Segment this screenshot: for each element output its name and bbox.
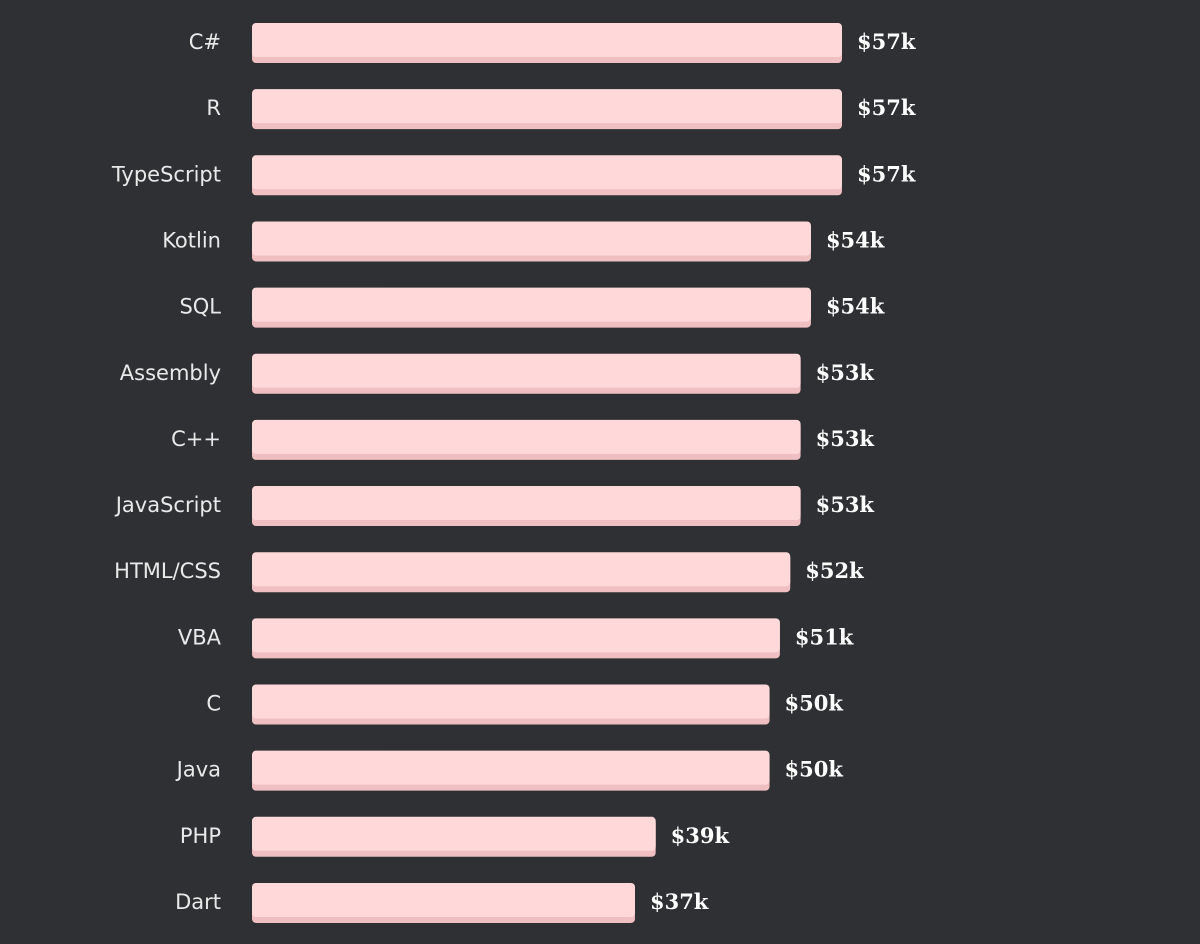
bar-row: SQL $54k xyxy=(179,287,885,328)
bar-row: C++ $53k xyxy=(171,419,875,460)
value-label: $37k xyxy=(650,889,709,914)
value-label: $54k xyxy=(826,227,885,252)
bar xyxy=(252,89,842,124)
bar-row: Assembly $53k xyxy=(120,353,875,394)
category-label: JavaScript xyxy=(114,493,221,517)
value-label: $53k xyxy=(816,492,875,517)
value-label: $39k xyxy=(671,823,730,848)
bar xyxy=(252,419,801,454)
category-label: C xyxy=(206,692,221,716)
value-label: $50k xyxy=(785,757,844,782)
bar-row: HTML/CSS $52k xyxy=(114,552,864,593)
bar xyxy=(252,287,811,322)
value-label: $52k xyxy=(805,558,864,583)
bar xyxy=(252,23,842,57)
bars-layer: C# $57k R $57k TypeScript $57k Kotlin $54k SQL $5… xyxy=(111,23,916,923)
category-label: C++ xyxy=(171,427,221,451)
bar xyxy=(252,882,635,917)
bar xyxy=(252,353,801,388)
value-label: $57k xyxy=(857,29,916,54)
value-label: $51k xyxy=(795,624,854,649)
bar xyxy=(252,486,801,521)
category-label: SQL xyxy=(179,295,221,319)
category-label: Kotlin xyxy=(162,228,221,252)
bar xyxy=(252,684,770,719)
category-label: C# xyxy=(189,30,221,54)
bar-row: Kotlin $54k xyxy=(162,221,885,262)
bar-row: PHP $39k xyxy=(180,816,730,857)
category-label: Java xyxy=(175,758,221,782)
value-label: $53k xyxy=(816,426,875,451)
value-label: $53k xyxy=(816,360,875,385)
category-label: Dart xyxy=(175,890,221,914)
category-label: PHP xyxy=(180,824,221,848)
bar-row: VBA $51k xyxy=(178,618,854,659)
bar xyxy=(252,618,780,653)
category-label: TypeScript xyxy=(111,162,221,186)
category-label: Assembly xyxy=(120,361,221,385)
value-label: $54k xyxy=(826,294,885,319)
bar-row: R $57k xyxy=(206,89,916,130)
category-label: HTML/CSS xyxy=(114,559,221,583)
bar xyxy=(252,221,811,256)
bar xyxy=(252,155,842,190)
value-label: $57k xyxy=(857,161,916,186)
bar-row: TypeScript $57k xyxy=(111,155,916,196)
bar-row: Java $50k xyxy=(175,750,844,791)
value-label: $57k xyxy=(857,95,916,120)
bar-row: C# $57k xyxy=(189,23,916,63)
bar xyxy=(252,750,770,785)
value-label: $50k xyxy=(785,691,844,716)
category-label: R xyxy=(206,96,221,120)
category-label: VBA xyxy=(178,625,222,649)
bar-row: C $50k xyxy=(206,684,844,725)
bar xyxy=(252,552,791,587)
bar-row: JavaScript $53k xyxy=(114,486,875,527)
bar-row: Dart $37k xyxy=(175,882,709,923)
bar xyxy=(252,816,656,851)
